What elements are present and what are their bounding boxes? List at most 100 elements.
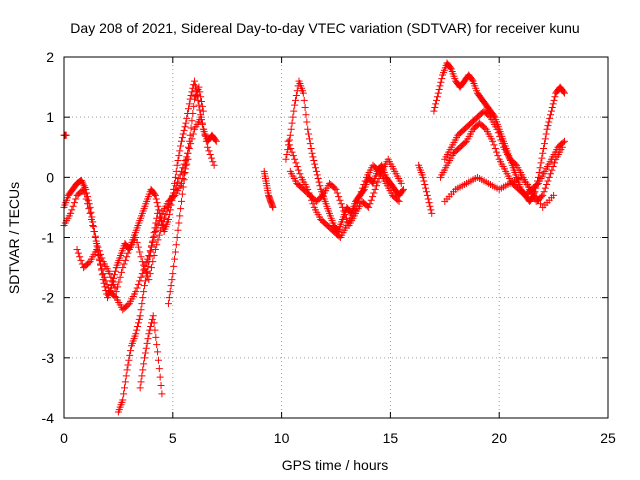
data-point <box>304 125 312 133</box>
data-point <box>190 102 198 110</box>
data-point <box>547 111 555 119</box>
data-point <box>170 193 178 201</box>
data-point <box>78 178 86 186</box>
y-tick-label: -2 <box>42 290 55 306</box>
data-point <box>154 202 162 210</box>
data-point <box>175 219 183 227</box>
data-point <box>423 188 431 196</box>
data-point <box>204 143 212 151</box>
data-point <box>199 107 207 115</box>
data-point <box>145 258 153 266</box>
data-point <box>84 200 92 208</box>
data-point <box>179 183 187 191</box>
data-point <box>188 117 196 125</box>
data-point <box>370 189 378 197</box>
data-point <box>123 253 131 261</box>
data-point <box>312 167 320 175</box>
data-point <box>550 96 558 104</box>
data-point <box>134 280 142 288</box>
data-point <box>497 136 505 144</box>
data-point <box>300 96 308 104</box>
data-point <box>355 195 363 203</box>
data-point <box>77 256 85 264</box>
data-point <box>175 152 183 160</box>
data-point <box>191 77 199 85</box>
data-point <box>158 390 166 398</box>
data-point <box>430 107 438 115</box>
data-point <box>196 88 204 96</box>
data-point <box>176 147 184 155</box>
data-point <box>132 234 140 241</box>
data-point <box>136 384 144 392</box>
data-point <box>139 294 147 302</box>
data-point <box>177 142 185 150</box>
data-point <box>372 182 380 190</box>
data-point <box>70 199 78 207</box>
data-point <box>365 203 373 211</box>
data-point <box>171 248 179 256</box>
data-point <box>141 282 149 290</box>
data-point <box>176 171 184 179</box>
data-point <box>352 202 360 210</box>
data-point <box>147 243 155 251</box>
data-point <box>560 89 568 97</box>
data-point <box>107 273 115 281</box>
series-track-n <box>436 119 568 199</box>
data-point <box>536 164 544 172</box>
data-point <box>437 78 445 86</box>
data-point <box>157 226 165 234</box>
data-point <box>530 189 538 197</box>
data-point <box>399 187 407 195</box>
data-point <box>314 175 322 183</box>
data-point <box>498 140 506 148</box>
data-point <box>166 288 174 296</box>
series-track-m <box>441 107 566 205</box>
data-point <box>187 92 195 100</box>
data-point <box>494 152 502 160</box>
data-point <box>157 213 165 221</box>
data-point <box>540 144 548 152</box>
data-point <box>169 270 177 278</box>
data-point <box>115 278 123 286</box>
data-point <box>436 82 444 90</box>
data-point <box>73 246 81 254</box>
data-point <box>346 208 354 216</box>
data-point <box>100 273 108 281</box>
data-point <box>399 185 407 193</box>
data-point <box>491 144 499 152</box>
series-track-p <box>60 131 70 139</box>
data-point <box>533 181 541 189</box>
data-point <box>305 130 313 138</box>
data-point <box>296 170 304 178</box>
data-point <box>155 365 163 373</box>
series-track-o <box>441 173 558 211</box>
data-point <box>432 100 440 108</box>
data-point <box>157 382 165 390</box>
data-point <box>543 125 551 133</box>
data-point <box>154 356 162 364</box>
data-point <box>156 373 164 381</box>
data-point <box>164 215 172 223</box>
data-point <box>154 348 162 356</box>
data-point <box>158 221 166 229</box>
data-point <box>494 129 502 137</box>
data-point <box>183 114 191 122</box>
data-point <box>547 170 555 178</box>
data-point <box>180 176 188 184</box>
data-point <box>148 315 156 323</box>
series-track-d <box>114 209 162 416</box>
data-point <box>117 268 125 276</box>
data-point <box>546 114 554 122</box>
data-point <box>288 148 296 156</box>
data-point <box>333 189 341 197</box>
data-point <box>423 191 431 199</box>
data-point <box>150 229 158 237</box>
data-point <box>164 300 172 308</box>
data-point <box>171 173 179 181</box>
data-point <box>560 137 568 145</box>
data-point <box>133 284 141 292</box>
data-point <box>189 130 197 138</box>
data-point <box>138 258 146 266</box>
y-tick-label: 2 <box>46 49 54 65</box>
